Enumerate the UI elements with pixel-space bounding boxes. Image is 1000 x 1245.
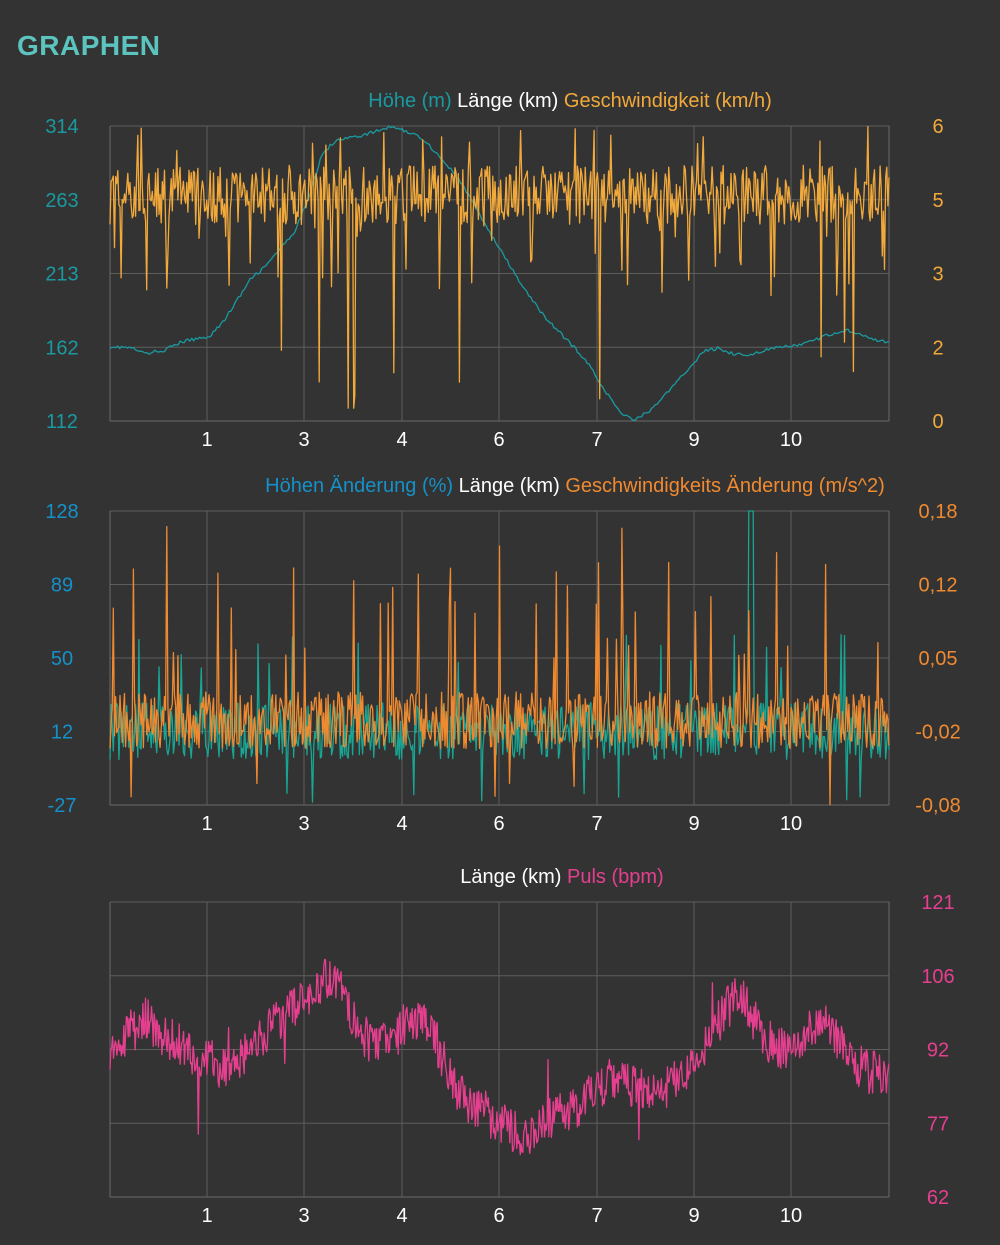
chart-3-x-tick-label: 3 — [298, 1205, 309, 1227]
page-title: GRAPHEN — [17, 30, 161, 61]
chart-1-legend-item: Geschwindigkeit (km/h) — [558, 90, 771, 112]
chart-3-y-right-tick-label: 62 — [927, 1187, 949, 1209]
chart-2-x-tick-label: 1 — [201, 813, 212, 835]
chart-1-y-right-tick-label: 3 — [932, 264, 943, 286]
chart-1-legend-item: Höhe (m) — [368, 90, 451, 112]
chart-3-x-tick-label: 9 — [688, 1205, 699, 1227]
chart-3-y-right-tick-label: 121 — [921, 892, 954, 914]
chart-1-series-2-line — [109, 125, 890, 409]
chart-2-x-tick-label: 7 — [591, 813, 602, 835]
chart-3-legend-item: Puls (bpm) — [561, 866, 663, 888]
chart-1-x-tick-label: 3 — [298, 429, 309, 451]
chart-3-legend-item: Länge (km) — [460, 866, 561, 888]
chart-1-series-1-line — [109, 125, 889, 421]
chart-2-series-2-line — [109, 525, 890, 806]
chart-2-x-tick-label: 4 — [396, 813, 407, 835]
chart-3-y-right-tick-label: 77 — [927, 1113, 949, 1135]
chart-1-legend-item: Länge (km) — [452, 90, 559, 112]
chart-2-y-left-tick-label: 128 — [45, 501, 78, 523]
chart-2-legend-item: Höhen Änderung (%) — [265, 475, 453, 497]
chart-2-y-left-tick-label: 89 — [51, 575, 73, 597]
chart-2-legend: Höhen Änderung (%) Länge (km) Geschwindi… — [265, 475, 885, 497]
chart-1-x-tick-label: 6 — [493, 429, 504, 451]
chart-2-y-right-tick-label: 0,12 — [919, 575, 958, 597]
chart-2-x-tick-label: 9 — [688, 813, 699, 835]
chart-1-y-left-tick-label: 162 — [45, 337, 78, 359]
chart-2-y-left-tick-label: -27 — [48, 795, 77, 817]
chart-2-y-right-tick-label: -0,08 — [915, 795, 961, 817]
chart-3-x-tick-label: 1 — [201, 1205, 212, 1227]
chart-2-x-tick-label: 3 — [298, 813, 309, 835]
chart-1-legend: Höhe (m) Länge (km) Geschwindigkeit (km/… — [368, 90, 771, 112]
chart-1-x-tick-label: 9 — [688, 429, 699, 451]
chart-3-legend: Länge (km) Puls (bpm) — [460, 866, 663, 888]
chart-2-y-right-tick-label: -0,02 — [915, 722, 961, 744]
chart-3-y-right-tick-label: 92 — [927, 1040, 949, 1062]
chart-2-y-right-tick-label: 0,18 — [919, 501, 958, 523]
chart-2-legend-item: Geschwindigkeits Änderung (m/s^2) — [560, 475, 885, 497]
chart-1-x-tick-label: 7 — [591, 429, 602, 451]
chart-2-x-tick-label: 6 — [493, 813, 504, 835]
chart-1-y-right-tick-label: 2 — [932, 337, 943, 359]
chart-1-y-left-tick-label: 213 — [45, 264, 78, 286]
chart-2-y-left-tick-label: 50 — [51, 648, 73, 670]
chart-3-y-right-tick-label: 106 — [921, 966, 954, 988]
chart-3-x-tick-label: 7 — [591, 1205, 602, 1227]
chart-2-y-right-tick-label: 0,05 — [919, 648, 958, 670]
chart-2-x-tick-label: 10 — [780, 813, 802, 835]
chart-1-y-left-tick-label: 263 — [45, 190, 78, 212]
chart-2-y-left-tick-label: 12 — [51, 722, 73, 744]
chart-3-x-tick-label: 4 — [396, 1205, 407, 1227]
chart-1-x-tick-label: 10 — [780, 429, 802, 451]
chart-1-y-right-tick-label: 5 — [932, 190, 943, 212]
chart-3-x-tick-label: 6 — [493, 1205, 504, 1227]
chart-1-y-right-tick-label: 6 — [932, 116, 943, 138]
chart-3-x-tick-label: 10 — [780, 1205, 802, 1227]
chart-2-legend-item: Länge (km) — [453, 475, 560, 497]
chart-1-y-left-tick-label: 314 — [45, 116, 78, 138]
chart-1-x-tick-label: 1 — [201, 429, 212, 451]
chart-3-series-1-line — [109, 958, 890, 1156]
chart-1-x-tick-label: 4 — [396, 429, 407, 451]
chart-1-y-right-tick-label: 0 — [932, 411, 943, 433]
chart-1-y-left-tick-label: 112 — [46, 411, 78, 433]
